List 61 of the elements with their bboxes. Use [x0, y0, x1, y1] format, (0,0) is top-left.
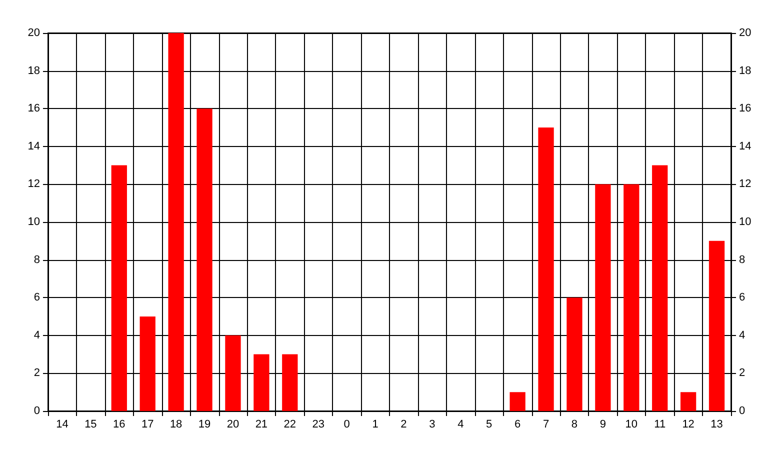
y-tick-label: 12 [28, 178, 40, 190]
bar [111, 165, 127, 411]
x-tick-label: 16 [113, 418, 126, 430]
x-tick-label: 17 [141, 418, 154, 430]
bar [566, 298, 582, 411]
bar [708, 240, 725, 411]
bar [140, 316, 156, 411]
x-tick-label: 9 [600, 418, 606, 430]
y-tick-label: 18 [28, 64, 40, 77]
y-tick-label: 20 [28, 27, 40, 39]
y-tick-label: 2 [34, 367, 40, 380]
bar [168, 33, 184, 411]
y-tick-label: 10 [28, 216, 40, 228]
bar [225, 335, 241, 411]
bar [680, 392, 696, 411]
x-tick-label: 6 [514, 418, 521, 430]
bar [510, 392, 526, 411]
x-tick-label: 1 [372, 418, 378, 430]
y2-tick-label: 16 [739, 102, 752, 115]
y2-tick-label: 8 [739, 254, 746, 266]
bar [624, 184, 640, 411]
x-tick-label: 15 [84, 418, 97, 430]
x-tick-label: 5 [486, 418, 492, 430]
x-tick-label: 22 [284, 418, 296, 430]
y2-tick-label: 10 [739, 216, 752, 228]
bar [538, 128, 554, 411]
bar [254, 354, 270, 411]
y-tick-label: 16 [28, 102, 40, 115]
y-tick-label: 4 [34, 329, 40, 342]
x-tick-label: 3 [429, 418, 436, 430]
bar [652, 165, 668, 411]
y-tick-label: 6 [34, 292, 40, 304]
bar [282, 354, 298, 411]
x-tick-label: 0 [344, 418, 350, 430]
y-tick-label: 0 [34, 405, 40, 417]
x-tick-label: 11 [654, 418, 666, 430]
y2-tick-label: 0 [739, 405, 746, 417]
bar [595, 184, 611, 411]
x-tick-label: 7 [542, 418, 550, 430]
x-tick-label: 13 [710, 418, 723, 430]
y2-tick-label: 14 [739, 140, 752, 152]
x-tick-label: 18 [170, 418, 182, 430]
x-tick-label: 23 [312, 418, 324, 430]
x-tick-label: 4 [458, 418, 464, 430]
y2-tick-label: 6 [739, 292, 746, 304]
y2-tick-label: 20 [739, 27, 752, 39]
x-tick-label: 2 [400, 418, 407, 430]
y2-tick-label: 4 [739, 329, 746, 342]
x-tick-label: 8 [571, 418, 578, 430]
y2-tick-label: 12 [739, 178, 752, 190]
y-tick-label: 14 [28, 140, 40, 152]
x-tick-label: 21 [255, 418, 268, 430]
y2-tick-label: 18 [739, 64, 752, 77]
x-tick-label: 14 [56, 418, 68, 430]
x-tick-label: 10 [625, 418, 638, 430]
bar [196, 108, 212, 411]
x-tick-label: 19 [198, 418, 211, 430]
x-tick-label: 12 [682, 418, 694, 430]
x-tick-label: 20 [226, 418, 240, 430]
y-tick-label: 8 [34, 254, 40, 266]
y2-tick-label: 2 [739, 367, 746, 380]
